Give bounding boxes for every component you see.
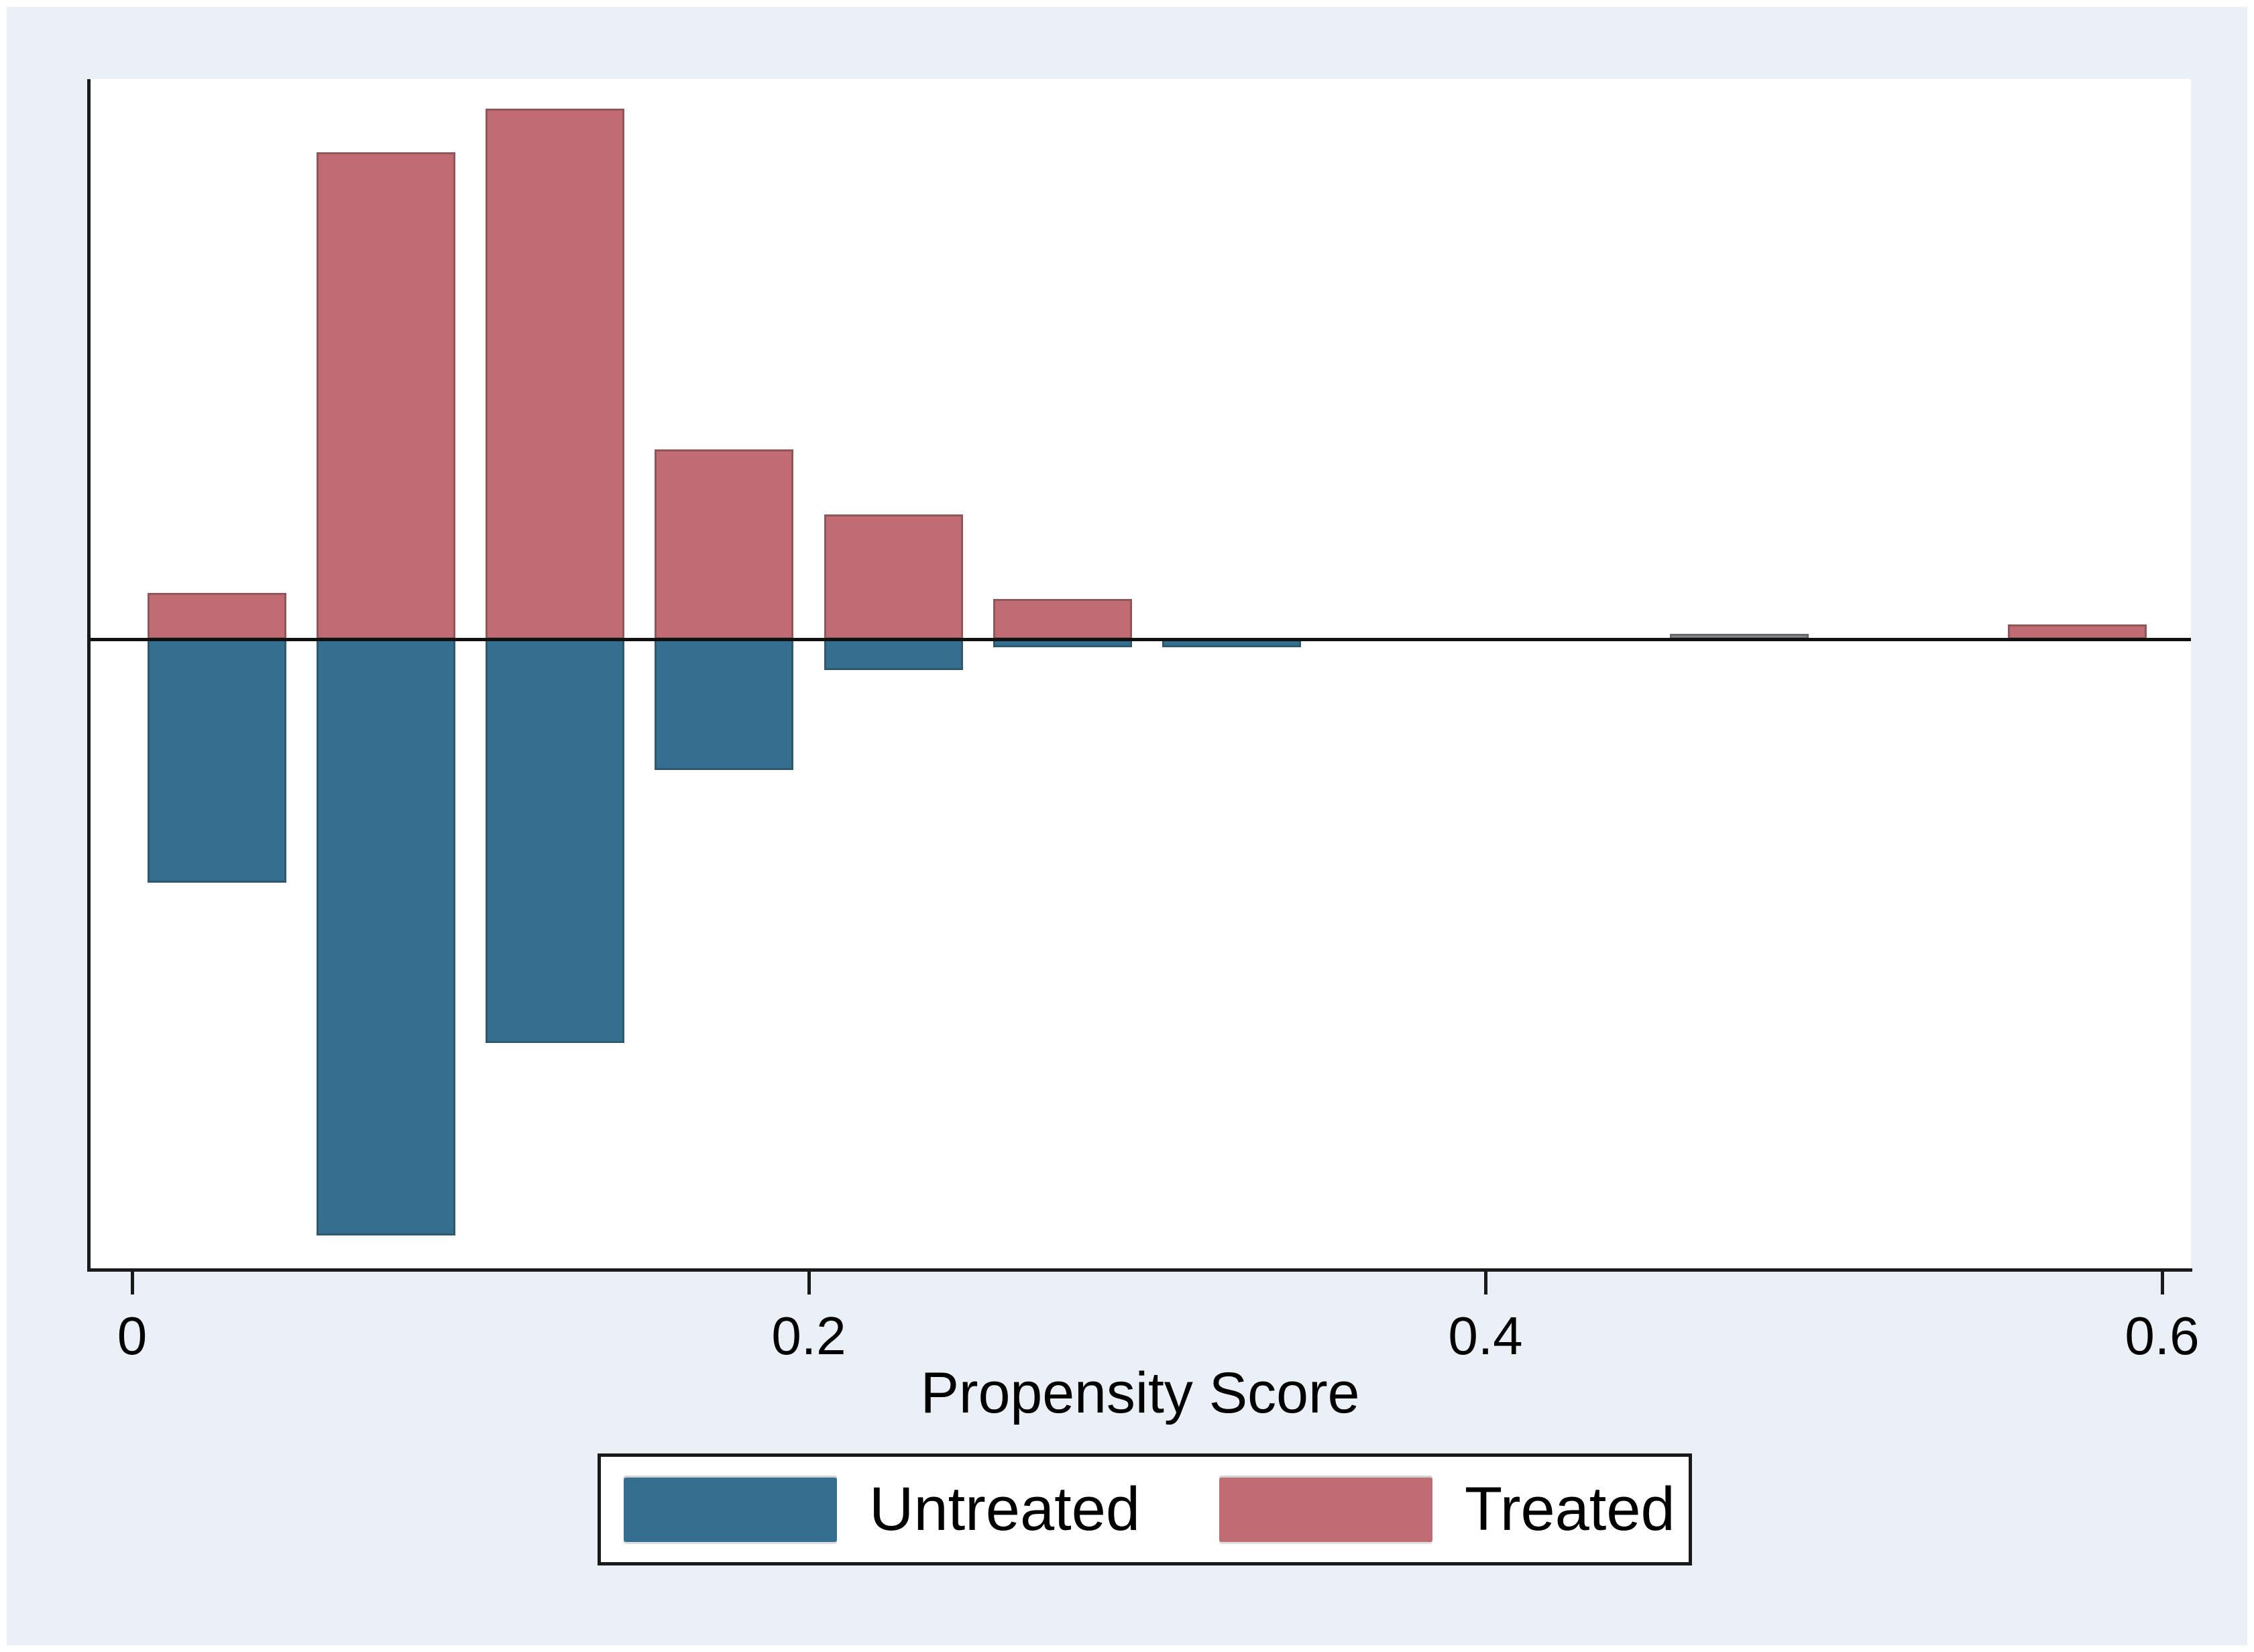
untreated-bar: [655, 639, 793, 770]
untreated-bar: [486, 639, 624, 1043]
legend-label-treated: Treated: [1465, 1475, 1675, 1543]
legend-label-untreated: Untreated: [869, 1475, 1141, 1543]
x-tick-label: 0.6: [2125, 1306, 2200, 1366]
x-tick-mark: [2161, 1272, 2164, 1295]
legend: Untreated Treated: [598, 1453, 1692, 1565]
untreated-bar: [824, 639, 963, 670]
untreated-bar: [317, 639, 455, 1235]
x-tick-label: 0.2: [771, 1306, 846, 1366]
legend-swatch-treated: [1219, 1477, 1433, 1542]
x-tick-mark: [131, 1272, 134, 1295]
y-axis-line: [87, 79, 91, 1272]
x-axis-line: [87, 1268, 2192, 1272]
x-tick-label: 0.4: [1448, 1306, 1523, 1366]
legend-swatch-untreated: [624, 1477, 837, 1542]
zero-baseline: [91, 638, 2191, 641]
x-tick-mark: [807, 1272, 811, 1295]
treated-bar: [2008, 624, 2147, 639]
treated-bar: [317, 152, 455, 639]
treated-bar: [655, 449, 793, 639]
treated-bar: [148, 593, 286, 639]
x-axis-title: Propensity Score: [920, 1361, 1360, 1425]
treated-bar: [824, 514, 963, 639]
untreated-bar: [148, 639, 286, 883]
treated-bar: [486, 109, 624, 639]
treated-bar: [993, 599, 1132, 639]
x-tick-mark: [1484, 1272, 1487, 1295]
x-tick-label: 0: [117, 1306, 148, 1366]
